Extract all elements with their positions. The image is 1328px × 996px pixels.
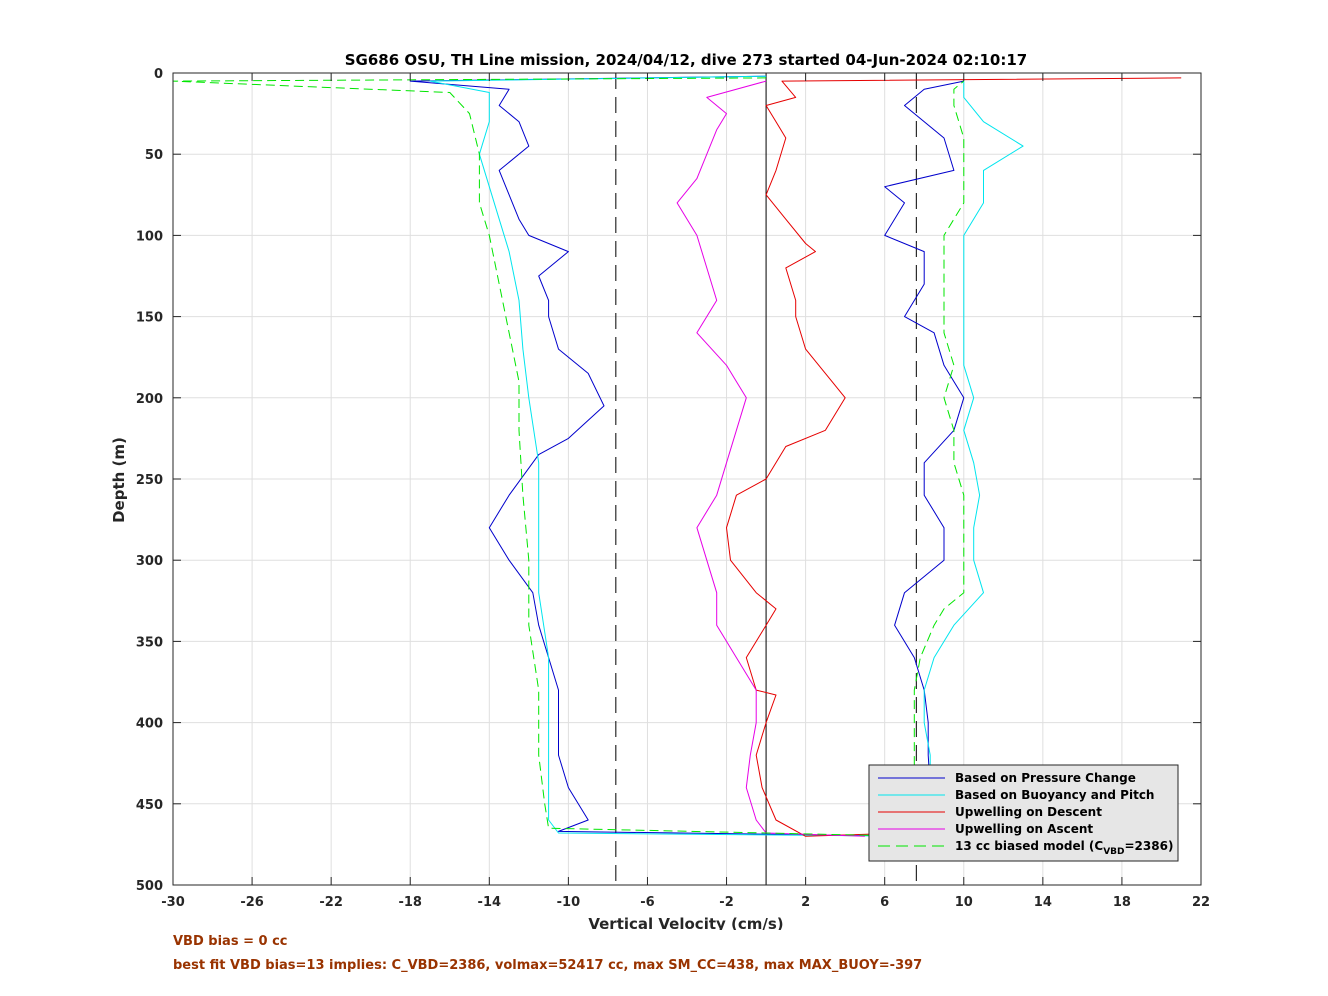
x-tick-label: 2 bbox=[801, 895, 810, 910]
legend-suffix: =2386) bbox=[1125, 839, 1174, 853]
y-tick-label: 350 bbox=[136, 635, 163, 650]
legend-label-3: Upwelling on Ascent bbox=[955, 822, 1093, 836]
chart-title: SG686 OSU, TH Line mission, 2024/04/12, … bbox=[345, 51, 1028, 69]
x-tick-label: -10 bbox=[557, 895, 581, 910]
y-tick-label: 150 bbox=[136, 311, 163, 326]
y-tick-label: 500 bbox=[136, 879, 163, 894]
series-line-4 bbox=[172, 77, 965, 837]
data-series bbox=[172, 75, 1182, 837]
series-line-1 bbox=[429, 75, 1024, 837]
x-tick-label: -30 bbox=[161, 895, 185, 910]
x-tick-label: 10 bbox=[955, 895, 973, 910]
x-tick-labels: -30 -26 -22 -18 -14 -10 -6 -2 2 6 10 14 18 22 bbox=[161, 895, 1210, 910]
x-tick-label: 22 bbox=[1192, 895, 1210, 910]
y-tick-label: 0 bbox=[154, 67, 163, 82]
y-tick-label: 450 bbox=[136, 798, 163, 813]
grid-lines bbox=[172, 72, 1202, 886]
x-tick-label: 6 bbox=[880, 895, 889, 910]
x-tick-label: 14 bbox=[1034, 895, 1052, 910]
series-line-2 bbox=[726, 77, 1182, 837]
vbd-bias-note: VBD bias = 0 cc bbox=[173, 934, 288, 949]
x-tick-label: -2 bbox=[719, 895, 733, 910]
legend-label-2: Upwelling on Descent bbox=[955, 805, 1102, 819]
legend-label-0: Based on Pressure Change bbox=[955, 771, 1136, 785]
y-tick-label: 400 bbox=[136, 717, 163, 732]
y-tick-label: 100 bbox=[136, 229, 163, 244]
y-tick-label: 300 bbox=[136, 554, 163, 569]
x-tick-label: -6 bbox=[640, 895, 654, 910]
x-tick-label: 18 bbox=[1113, 895, 1131, 910]
x-tick-label: -22 bbox=[319, 895, 343, 910]
best-fit-note: best fit VBD bias=13 implies: C_VBD=2386… bbox=[173, 958, 923, 973]
y-tick-label: 50 bbox=[145, 148, 163, 163]
y-tick-labels: 0 50 100 150 200 250 300 350 400 450 500 bbox=[136, 67, 163, 894]
series-line-3 bbox=[676, 80, 865, 837]
legend: Based on Pressure Change Based on Buoyanc… bbox=[868, 764, 1179, 862]
y-axis-label: Depth (m) bbox=[110, 437, 128, 523]
velocity-depth-chart: -30 -26 -22 -18 -14 -10 -6 -2 2 6 10 14 18 22 0501001… bbox=[110, 51, 1210, 930]
series-line-0 bbox=[409, 75, 965, 837]
y-tick-label: 250 bbox=[136, 473, 163, 488]
legend-subscript: VBD bbox=[1103, 847, 1124, 857]
x-tick-label: -26 bbox=[240, 895, 264, 910]
axis-ticks bbox=[172, 72, 1202, 886]
x-tick-label: -18 bbox=[398, 895, 422, 910]
x-tick-label: -14 bbox=[478, 895, 502, 910]
y-tick-label: 200 bbox=[136, 392, 163, 407]
legend-label-1: Based on Buoyancy and Pitch bbox=[955, 788, 1154, 802]
x-axis-label: Vertical Velocity (cm/s) bbox=[588, 915, 783, 930]
legend-box bbox=[868, 764, 1179, 862]
